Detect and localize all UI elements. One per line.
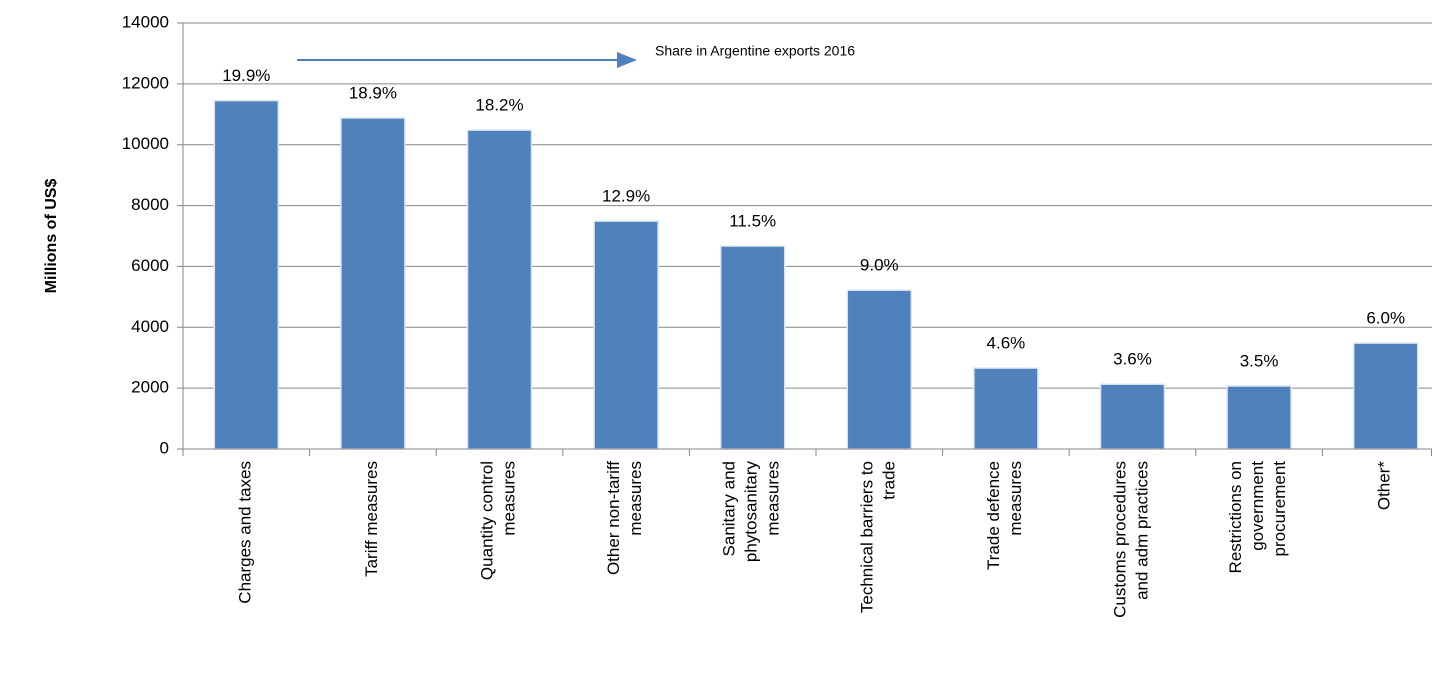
y-tick-label: 0 — [160, 438, 169, 457]
x-tick-label: Sanitary and phytosanitary measures — [720, 461, 783, 563]
share-label: 19.9% — [222, 66, 270, 85]
share-label: 4.6% — [987, 334, 1026, 353]
share-label: 18.2% — [475, 96, 523, 115]
x-tick-label: Charges and taxes — [236, 461, 255, 604]
annotation: Share in Argentine exports 2016 — [655, 43, 855, 59]
share-label: 3.5% — [1240, 351, 1279, 370]
x-tick-label: Customs procedures and adm practices — [1111, 461, 1152, 618]
share-label: 9.0% — [860, 256, 899, 275]
y-tick-label: 4000 — [131, 317, 169, 336]
x-tick-label: Trade defence measures — [984, 461, 1025, 570]
bar — [593, 220, 659, 450]
x-tick-label: Quantity control measures — [478, 461, 519, 580]
share-label: 3.6% — [1113, 350, 1152, 369]
bar — [1099, 383, 1166, 450]
y-tick-label: 14000 — [122, 12, 169, 31]
y-tick-label: 2000 — [131, 378, 169, 397]
bar — [340, 117, 406, 450]
y-axis-label: Millions of US$ — [43, 179, 60, 294]
bar — [719, 245, 786, 450]
x-tick-label: Other* — [1375, 461, 1394, 511]
bar — [846, 289, 913, 450]
y-tick-label: 12000 — [122, 73, 169, 92]
x-tick-label: Other non-tariff measures — [605, 461, 646, 575]
bar — [973, 367, 1039, 450]
share-label: 18.9% — [349, 83, 397, 102]
y-tick-label: 10000 — [122, 134, 169, 153]
bar — [1226, 385, 1292, 450]
y-tick-label: 8000 — [131, 195, 169, 214]
bar — [1352, 342, 1419, 450]
x-tick-label: Tariff measures — [362, 461, 381, 577]
bar — [213, 99, 280, 450]
share-label: 6.0% — [1366, 309, 1405, 328]
bar — [466, 129, 533, 450]
x-tick-label: Technical barriers to trade — [858, 461, 899, 613]
x-tick-label: Restrictions on government procurement — [1227, 461, 1290, 574]
share-label: 11.5% — [729, 212, 776, 231]
share-label: 12.9% — [602, 187, 650, 206]
y-tick-label: 6000 — [131, 256, 169, 275]
